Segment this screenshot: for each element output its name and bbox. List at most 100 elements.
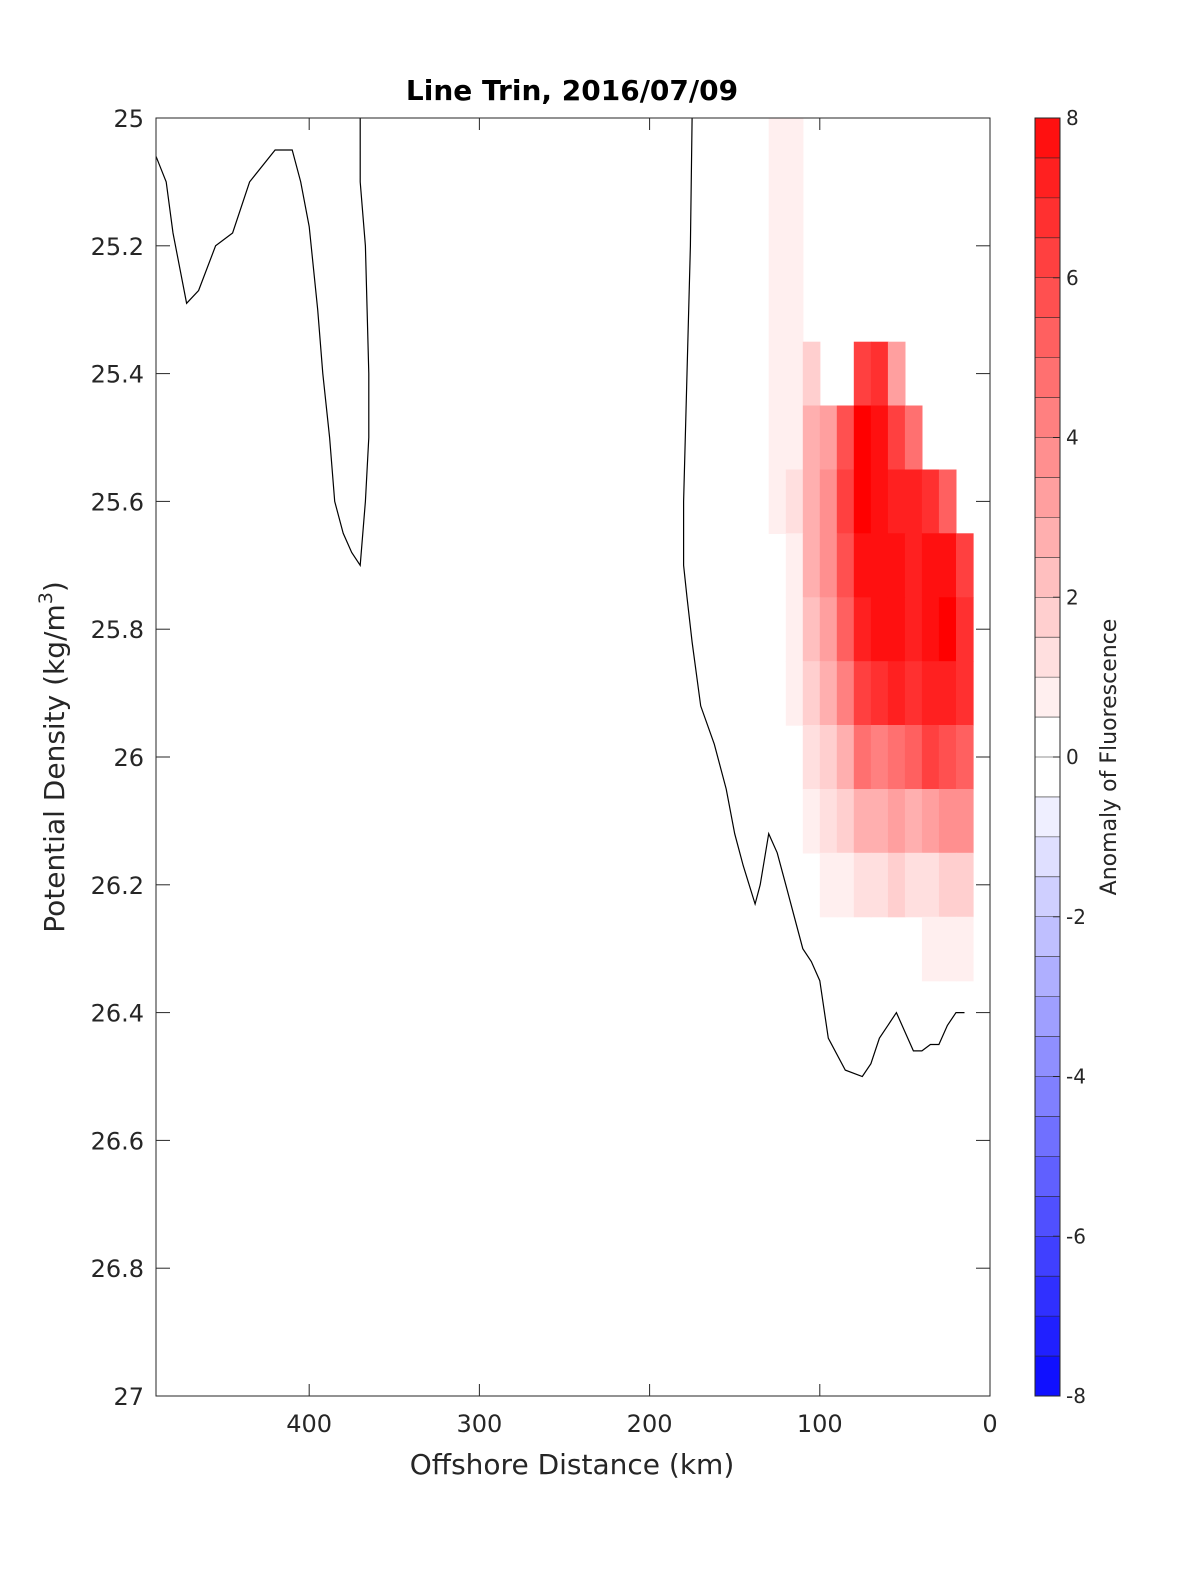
field-cell [802, 789, 821, 854]
field-cell [819, 597, 838, 662]
colorbar-tick-label: 4 [1066, 426, 1079, 450]
colorbar-band [1035, 1036, 1060, 1077]
y-tick-label: 26.8 [91, 1255, 144, 1283]
field-cell [785, 341, 804, 407]
y-axis: 25 25.2 25.4 25.6 25.8 26 26.2 26.4 26.6 26.8 27 [91, 105, 990, 1411]
field-cell [785, 597, 804, 662]
field-cell [853, 725, 872, 790]
field-cell [870, 533, 889, 598]
field-cell [836, 533, 855, 598]
x-tick-label: 200 [627, 1410, 673, 1438]
field-cell [802, 661, 821, 726]
colorbar-band [1035, 437, 1060, 478]
colorbar-tick-label: -4 [1066, 1065, 1086, 1089]
field-cell [904, 789, 923, 854]
field-cell [819, 533, 838, 598]
y-axis-label-unit-exponent: 3 [35, 592, 57, 604]
y-tick-label: 26.6 [91, 1127, 144, 1155]
field-cell [785, 469, 804, 534]
field-cell [938, 661, 957, 726]
colorbar-band [1035, 1236, 1060, 1277]
field-cell [956, 789, 974, 854]
field-cell [785, 118, 804, 151]
field-cell [785, 150, 804, 215]
y-tick-label: 26.4 [91, 1000, 144, 1028]
y-tick-label: 25.8 [91, 616, 144, 644]
field-cell [819, 789, 838, 854]
field-cell [785, 533, 804, 598]
field-cell [870, 789, 889, 854]
colorbar-band [1035, 1196, 1060, 1237]
field-cell [768, 213, 787, 279]
field-cell [768, 118, 787, 151]
y-tick-label: 25.4 [91, 361, 144, 389]
field-cell [802, 405, 821, 470]
y-tick-label: 26.2 [91, 872, 144, 900]
y-tick-label: 27 [113, 1383, 144, 1411]
colorbar-label: Anomaly of Fluorescence [1097, 619, 1122, 896]
field-cell [819, 852, 838, 918]
y-tick-label: 25 [113, 105, 144, 133]
field-cell [785, 213, 804, 279]
field-cell [802, 341, 821, 407]
colorbar-band [1035, 876, 1060, 918]
colorbar-band [1035, 1316, 1060, 1357]
x-axis-label: Offshore Distance (km) [410, 1448, 735, 1481]
field-cell [870, 341, 889, 407]
colorbar-tick-label: 2 [1066, 585, 1079, 609]
field-cell [802, 597, 821, 662]
field-cell [938, 597, 957, 662]
field-cell [887, 341, 906, 407]
field-cell [870, 725, 889, 790]
field-cell [887, 725, 906, 790]
field-cell [853, 597, 872, 662]
colorbar-band [1035, 796, 1060, 838]
field-cell [887, 661, 906, 726]
field-cell [904, 852, 923, 918]
field-cell [870, 469, 889, 534]
field-cell [853, 405, 872, 470]
colorbar-tick-label: 8 [1066, 106, 1079, 130]
field-cell [853, 469, 872, 534]
field-cell [836, 469, 855, 534]
field-cell [938, 469, 957, 534]
y-axis-label-main: Potential Density (kg/m [38, 604, 71, 933]
field-cell [938, 533, 957, 598]
field-cell [853, 661, 872, 726]
field-cell [870, 852, 889, 918]
colorbar-band [1035, 677, 1060, 718]
field-cell [785, 661, 804, 726]
field-cell [768, 277, 787, 343]
field-cell [921, 789, 940, 854]
colorbar-band [1035, 317, 1060, 359]
field-cell [785, 277, 804, 343]
colorbar-tick-label: -2 [1066, 905, 1086, 929]
colorbar-tick-label: -8 [1066, 1384, 1086, 1408]
field-cell [785, 405, 804, 470]
field-cell [904, 725, 923, 790]
field-cell [836, 597, 855, 662]
contour-lines [156, 118, 965, 1078]
field-cell [938, 725, 957, 790]
field-cell [870, 661, 889, 726]
field-cell [802, 533, 821, 598]
zero-contour-offshore [156, 118, 370, 568]
colorbar-tick-label: 6 [1066, 266, 1079, 290]
field-cell [768, 405, 787, 470]
field-cell [836, 789, 855, 854]
y-axis-label-close: ) [38, 581, 71, 592]
colorbar-band [1035, 757, 1060, 798]
colorbar-band [1035, 397, 1060, 438]
field-cell [921, 661, 940, 726]
field-cell [853, 789, 872, 854]
field-cell [887, 469, 906, 534]
colorbar-band [1035, 717, 1060, 758]
field-cell [768, 150, 787, 215]
colorbar-tick-label: 0 [1066, 745, 1079, 769]
field-cell [904, 533, 923, 598]
y-tick-label: 25.2 [91, 233, 144, 261]
x-tick-label: 300 [456, 1410, 502, 1438]
colorbar-band [1035, 157, 1060, 199]
field-cell [768, 469, 787, 534]
field-cell [956, 661, 974, 726]
